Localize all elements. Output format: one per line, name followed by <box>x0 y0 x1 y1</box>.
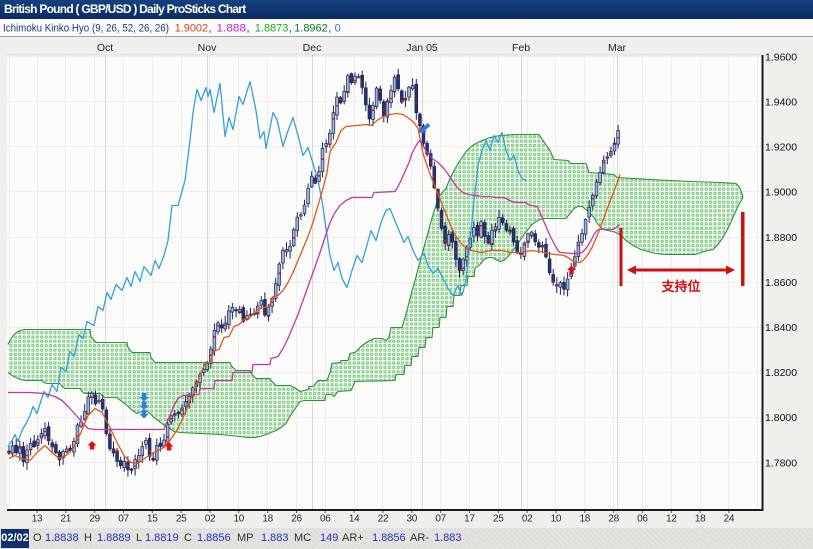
svg-text:02: 02 <box>205 514 216 525</box>
svg-text:1.8873: 1.8873 <box>255 23 288 35</box>
svg-text:Dec: Dec <box>303 42 322 54</box>
svg-text:1.8400: 1.8400 <box>765 322 797 334</box>
svg-text:29: 29 <box>89 514 100 525</box>
svg-text:12: 12 <box>666 514 677 525</box>
svg-text:06: 06 <box>320 514 331 525</box>
svg-text:17: 17 <box>464 514 475 525</box>
svg-text:1.8800: 1.8800 <box>765 232 797 244</box>
svg-text:18: 18 <box>695 514 706 525</box>
svg-text:Mar: Mar <box>608 42 627 54</box>
svg-text:07: 07 <box>118 514 129 525</box>
svg-text:1.7800: 1.7800 <box>765 457 797 469</box>
svg-text:24: 24 <box>724 514 735 525</box>
svg-text:0: 0 <box>335 23 341 35</box>
svg-text:14: 14 <box>349 514 360 525</box>
svg-text:1.888: 1.888 <box>217 23 247 35</box>
svg-text:1.8200: 1.8200 <box>765 367 797 379</box>
svg-text:30: 30 <box>407 514 418 525</box>
svg-text:Feb: Feb <box>512 42 530 54</box>
svg-text:07: 07 <box>435 514 446 525</box>
svg-text:,: , <box>209 23 212 35</box>
svg-text:1.8600: 1.8600 <box>765 277 797 289</box>
svg-text:1.9400: 1.9400 <box>765 97 797 109</box>
svg-text:10: 10 <box>234 514 245 525</box>
svg-text:1.9600: 1.9600 <box>765 51 797 63</box>
svg-text:06: 06 <box>637 514 648 525</box>
svg-text:,: , <box>289 23 292 35</box>
svg-text:Oct: Oct <box>97 42 113 54</box>
svg-text:28: 28 <box>608 514 619 525</box>
svg-text:,: , <box>247 23 250 35</box>
svg-text:,: , <box>328 23 331 35</box>
svg-text:Jan 05: Jan 05 <box>406 42 438 54</box>
svg-text:25: 25 <box>176 514 187 525</box>
svg-text:02: 02 <box>522 514 533 525</box>
svg-text:25: 25 <box>493 514 504 525</box>
svg-text:10: 10 <box>551 514 562 525</box>
svg-text:支持位: 支持位 <box>660 279 700 294</box>
svg-text:Ichimoku Kinko Hyo (9, 26, 52,: Ichimoku Kinko Hyo (9, 26, 52, 26, 26) <box>3 23 169 35</box>
svg-text:13: 13 <box>32 514 43 525</box>
svg-text:1.8962: 1.8962 <box>294 23 328 35</box>
svg-text:1.9200: 1.9200 <box>765 142 797 154</box>
svg-text:1.9000: 1.9000 <box>765 187 797 199</box>
svg-text:26: 26 <box>291 514 302 525</box>
svg-text:18: 18 <box>580 514 591 525</box>
svg-text:18: 18 <box>262 514 273 525</box>
svg-text:1.9002: 1.9002 <box>175 23 208 35</box>
svg-text:15: 15 <box>147 514 158 525</box>
svg-text:Nov: Nov <box>198 42 217 54</box>
svg-text:1.8000: 1.8000 <box>765 412 797 424</box>
svg-text:22: 22 <box>378 514 389 525</box>
svg-text:21: 21 <box>61 514 72 525</box>
